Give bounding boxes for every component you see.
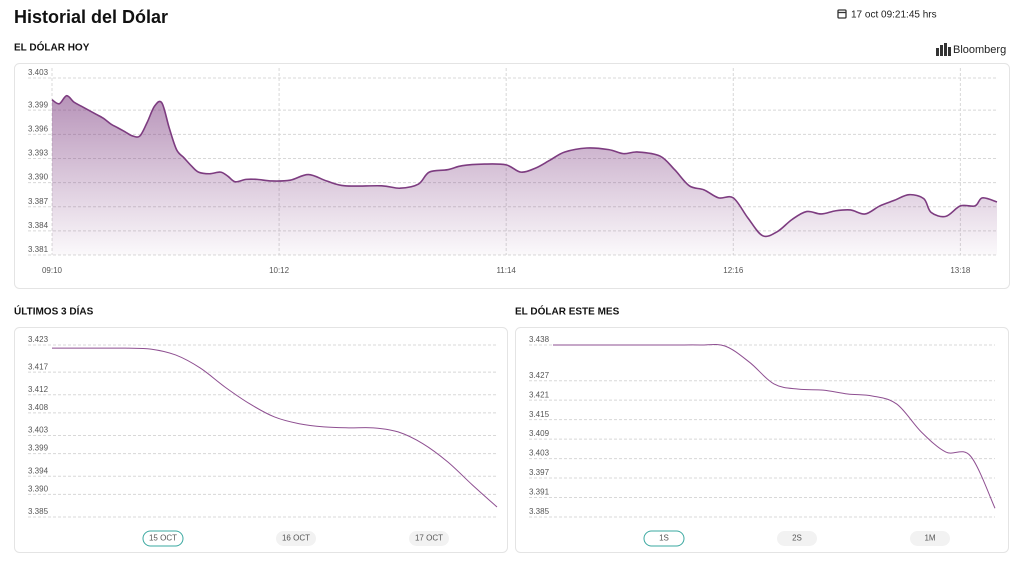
card (515, 327, 1009, 553)
y-tick-label: 3.390 (28, 173, 49, 182)
y-tick-label: 3.385 (28, 507, 49, 516)
range-button[interactable] (276, 531, 316, 546)
range-button-label[interactable]: 1M (924, 534, 935, 543)
y-tick-label: 3.399 (28, 100, 49, 109)
y-tick-label: 3.408 (28, 403, 49, 412)
y-tick-label: 3.412 (28, 385, 49, 394)
y-tick-label: 3.394 (28, 466, 49, 475)
x-tick-label: 12:16 (723, 266, 744, 275)
y-tick-label: 3.387 (28, 197, 49, 206)
section-title: ÚLTIMOS 3 DÍAS (14, 305, 94, 318)
range-button-label[interactable]: 1S (659, 534, 669, 543)
range-button[interactable] (777, 531, 817, 546)
x-tick-label: 13:18 (950, 266, 971, 275)
x-tick-label: 09:10 (42, 266, 63, 275)
range-button[interactable] (409, 531, 449, 546)
x-tick-label: 10:12 (269, 266, 290, 275)
y-tick-label: 3.399 (28, 444, 49, 453)
range-button[interactable] (910, 531, 950, 546)
section-title: EL DÓLAR HOY (14, 41, 90, 54)
y-tick-label: 3.438 (529, 335, 550, 344)
y-tick-label: 3.427 (529, 371, 550, 380)
y-tick-label: 3.417 (28, 362, 49, 371)
range-button[interactable] (643, 530, 685, 547)
y-tick-label: 3.384 (28, 221, 49, 230)
area (52, 95, 997, 255)
y-tick-label: 3.403 (28, 68, 49, 77)
y-tick-label: 3.385 (529, 507, 550, 516)
y-tick-label: 3.393 (28, 149, 49, 158)
y-tick-label: 3.409 (529, 429, 550, 438)
range-button[interactable] (142, 530, 184, 547)
y-tick-label: 3.403 (28, 426, 49, 435)
line (552, 343, 996, 509)
calendar-icon (837, 9, 847, 19)
section-title: EL DÓLAR ESTE MES (515, 305, 620, 318)
y-tick-label: 3.396 (28, 124, 49, 133)
y-tick-label: 3.391 (529, 488, 550, 497)
y-tick-label: 3.381 (28, 245, 49, 254)
y-tick-label: 3.423 (28, 335, 49, 344)
range-button-label[interactable]: 17 OCT (415, 534, 443, 543)
range-button-label[interactable]: 16 OCT (282, 534, 310, 543)
line (51, 94, 998, 238)
y-tick-label: 3.390 (28, 484, 49, 493)
y-tick-label: 3.403 (529, 449, 550, 458)
card (14, 327, 508, 553)
line (51, 347, 498, 508)
y-tick-label: 3.397 (529, 468, 550, 477)
x-tick-label: 11:14 (496, 266, 516, 275)
y-tick-label: 3.415 (529, 410, 550, 419)
source: Bloomberg (953, 44, 1006, 56)
range-button-label[interactable]: 2S (792, 534, 802, 543)
page-title: Historial del Dólar (14, 7, 168, 27)
y-tick-label: 3.421 (529, 390, 550, 399)
bloomberg-icon (936, 43, 951, 56)
timestamp: 17 oct 09:21:45 hrs (851, 10, 937, 21)
range-button-label[interactable]: 15 OCT (149, 534, 177, 543)
